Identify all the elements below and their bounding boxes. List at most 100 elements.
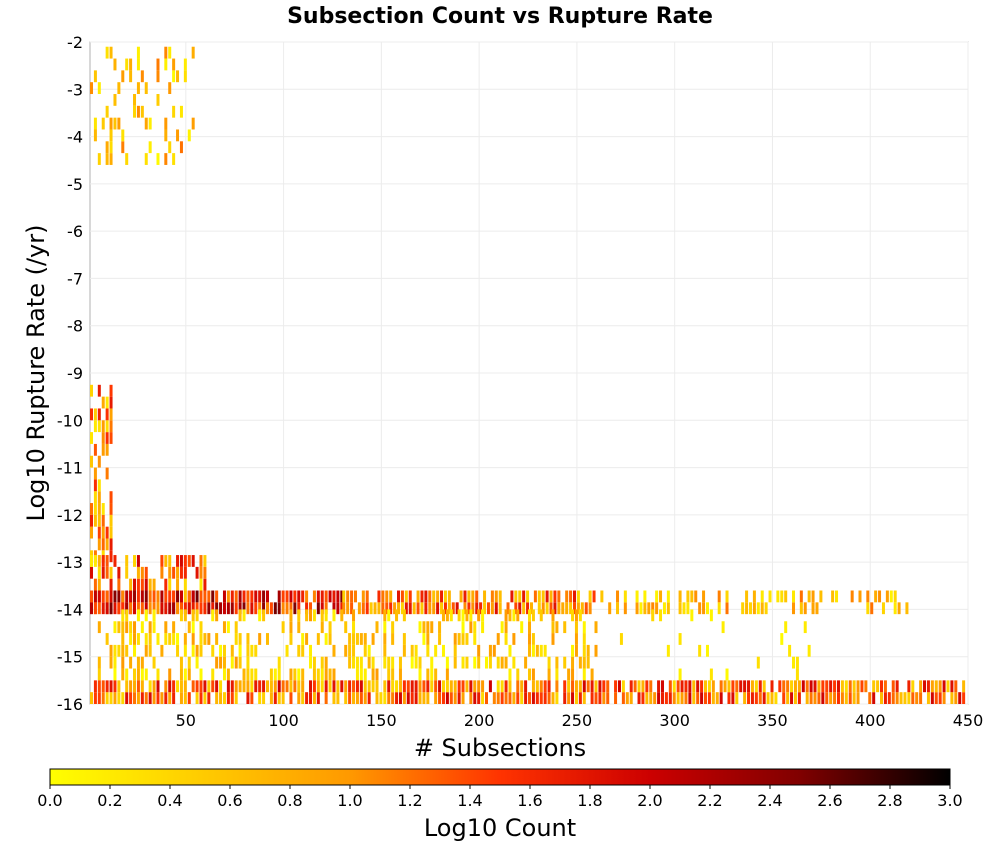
heatmap-cell [387,692,391,704]
heatmap-cell [371,668,375,681]
heatmap-cell [191,555,195,567]
heatmap-cell [109,656,113,669]
heatmap-cell [273,668,277,681]
heatmap-cell [840,692,844,704]
heatmap-cell [187,602,191,615]
heatmap-cell [133,590,137,603]
heatmap-cell [770,680,774,693]
heatmap-cell [790,692,794,704]
heatmap-cell [747,692,751,704]
heatmap-cell [101,503,105,515]
heatmap-cell [109,526,113,539]
heatmap-cell [117,578,121,591]
heatmap-cell [430,668,434,681]
heatmap-cell [148,578,152,591]
heatmap-cell [678,590,682,603]
heatmap-cell [490,590,494,603]
heatmap-cell [242,590,246,603]
heatmap-cell [136,566,140,579]
heatmap-cell [441,644,445,657]
heatmap-cell [346,602,350,615]
colorbar-tick-label: 1.0 [337,791,362,810]
heatmap-cell [934,692,938,704]
heatmap-cell [367,656,371,669]
heatmap-cell [406,692,410,704]
heatmap-cell [129,656,133,669]
heatmap-cell [168,82,172,95]
heatmap-cell [332,668,336,681]
heatmap-cell [203,590,207,603]
colorbar [49,768,951,786]
heatmap-cell [383,692,387,704]
heatmap-cell [533,590,537,603]
heatmap-cell [109,153,113,165]
heatmap-cell [586,656,590,669]
heatmap-cell [391,656,395,669]
heatmap-cell [332,590,336,603]
heatmap-cell [140,692,144,704]
heatmap-cell [305,590,309,603]
heatmap-cell [365,590,369,603]
heatmap-cell [535,644,539,657]
heatmap-cell [792,656,796,669]
heatmap-cell [93,602,97,615]
heatmap-cell [289,602,293,615]
heatmap-cell [686,602,690,615]
heatmap-cell [438,692,442,704]
heatmap-cell [195,602,199,615]
colorbar-tick-label: 2.4 [757,791,782,810]
y-tick-label: -4 [67,128,83,147]
heatmap-cell [90,602,93,615]
heatmap-cell [215,609,219,622]
heatmap-cell [246,590,250,603]
heatmap-cell [616,602,620,615]
heatmap-cell [518,602,522,615]
heatmap-cell [743,692,747,704]
heatmap-cell [371,680,375,693]
heatmap-cell [238,656,242,669]
heatmap-cell [105,566,109,579]
y-tick-label: -8 [67,317,83,336]
heatmap-cell [369,602,373,615]
heatmap-cell [348,644,352,657]
heatmap-cell [678,633,682,645]
heatmap-cell [297,644,301,657]
heatmap-cell [371,633,375,645]
heatmap-cell [332,602,336,615]
heatmap-cell [684,692,688,704]
heatmap-cell [531,668,535,681]
heatmap-cell [582,621,586,634]
heatmap-cell [281,621,285,634]
heatmap-cell [400,590,404,603]
heatmap-cell [440,590,444,603]
y-tick-label: -14 [57,600,83,619]
heatmap-cell [735,692,739,704]
heatmap-cell [133,644,137,657]
x-axis-label: # Subsections [414,734,586,762]
y-tick-label: -2 [67,33,83,52]
heatmap-cell [265,633,269,645]
heatmap-cell [101,443,105,456]
heatmap-cell [471,602,475,615]
heatmap-cell [866,590,870,603]
heatmap-cell [109,590,113,603]
heatmap-cell [203,555,207,567]
heatmap-cell [136,58,140,71]
heatmap-cell [90,455,93,468]
heatmap-cell [125,58,129,71]
heatmap-cell [168,555,172,567]
heatmap-cell [531,644,535,657]
heatmap-cell [561,602,565,615]
heatmap-cell [90,526,93,539]
heatmap-cell [168,680,172,693]
heatmap-cell [872,692,876,704]
heatmap-cell [711,692,715,704]
heatmap-cell [402,609,406,622]
heatmap-cell [516,668,520,681]
heatmap-cell [250,668,254,681]
heatmap-cell [234,633,238,645]
heatmap-cell [346,590,350,603]
heatmap-cell [113,656,117,669]
heatmap-cell [179,105,183,118]
heatmap-cell [819,590,823,603]
